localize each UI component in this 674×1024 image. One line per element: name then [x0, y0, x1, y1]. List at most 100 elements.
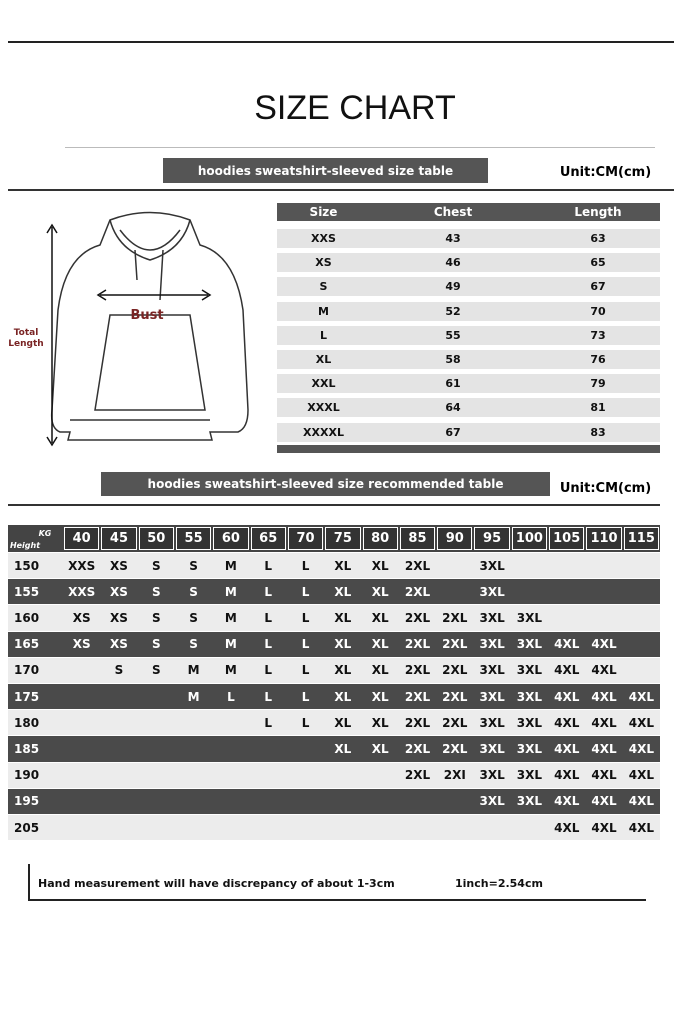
size-cell: S — [189, 637, 198, 652]
size-cell: 4XL — [591, 820, 617, 835]
size-cell: XXS — [68, 584, 96, 599]
size-cell: 3XL — [479, 794, 505, 809]
size-cell: 2XL — [404, 558, 431, 573]
size-cell: 2XL — [442, 637, 468, 652]
size-cell: XL — [371, 741, 389, 756]
table-cell: 58 — [445, 353, 461, 366]
size-cell: 3XL — [479, 715, 505, 730]
size-cell: XL — [371, 584, 389, 599]
height-cell: 195 — [14, 794, 40, 809]
size-cell: XL — [371, 558, 389, 573]
table-cell: XS — [315, 256, 332, 270]
size-cell: L — [264, 558, 273, 573]
size-cell: 2XI — [443, 768, 466, 783]
size-cell: M — [224, 558, 237, 573]
size-cell: 4XL — [628, 794, 654, 809]
table-row-bg — [277, 398, 660, 418]
size-cell: 3XL — [479, 689, 505, 704]
table-cell: XXXL — [307, 401, 340, 415]
weight-header: 50 — [138, 527, 174, 550]
height-cell: 185 — [14, 741, 40, 756]
size-cell: L — [301, 610, 310, 625]
size-cell: L — [264, 637, 273, 652]
size-cell: 2XL — [404, 741, 431, 756]
table-cell: 43 — [445, 232, 461, 245]
rule — [8, 41, 674, 43]
size-cell: 3XL — [516, 794, 543, 809]
weight-header: 60 — [213, 527, 249, 550]
height-cell: 155 — [14, 584, 40, 599]
size-cell: M — [187, 689, 200, 704]
footer-note: Hand measurement will have discrepancy o… — [38, 876, 395, 890]
rule — [28, 864, 30, 901]
table-cell: 73 — [590, 328, 606, 342]
size-cell: 2XL — [404, 663, 431, 678]
size-cell: S — [151, 610, 161, 625]
size-cell: 3XL — [516, 741, 543, 756]
size-cell: 4XL — [554, 715, 580, 730]
size-cell: 3XL — [516, 715, 543, 730]
size-cell: 4XL — [591, 794, 617, 809]
weight-header: 80 — [362, 527, 398, 550]
size-cell: 3XL — [516, 663, 543, 678]
height-cell: 165 — [14, 637, 40, 652]
title: SIZE CHART — [254, 88, 456, 127]
table-cell: 64 — [445, 401, 461, 415]
rule — [28, 899, 646, 901]
size-cell: 4XL — [591, 663, 617, 678]
size-cell: L — [301, 715, 310, 730]
size-cell: 4XL — [591, 741, 617, 756]
weight-header: 110 — [586, 527, 622, 550]
size-cell: 2XL — [404, 689, 431, 704]
size-cell: XS — [110, 637, 128, 652]
size-cell: 3XL — [479, 610, 505, 625]
size-cell: 4XL — [554, 741, 580, 756]
size-cell: S — [114, 663, 124, 678]
size-cell: XL — [334, 584, 352, 599]
size-cell: 4XL — [628, 715, 654, 730]
rule — [8, 189, 674, 191]
table-row-bg — [8, 788, 660, 814]
height-cell: 170 — [14, 663, 40, 678]
length-label: Total Length — [8, 328, 44, 349]
size-cell: 3XL — [516, 689, 543, 704]
table-header-bg — [277, 203, 660, 221]
table-row-bg — [8, 710, 660, 736]
size-cell: 4XL — [554, 768, 580, 783]
size-cell: L — [227, 689, 235, 704]
size-cell: 3XL — [479, 584, 505, 599]
bust-label: Bust — [130, 308, 163, 323]
size-cell: 4XL — [591, 768, 617, 783]
table-row-bg — [8, 736, 660, 762]
size-cell: L — [264, 584, 273, 599]
table-row-bg — [8, 579, 660, 605]
size-cell: 4XL — [591, 715, 617, 730]
table-footer-bar — [277, 445, 660, 453]
size-cell: 2XL — [404, 768, 431, 783]
size-cell: S — [151, 558, 161, 573]
size-cell: 3XL — [516, 637, 543, 652]
size-cell: 4XL — [628, 768, 654, 783]
table-row-bg — [277, 374, 660, 394]
size-cell: L — [301, 558, 310, 573]
weight-header: 85 — [399, 527, 436, 550]
size-cell: 3XL — [479, 768, 505, 783]
rule — [65, 147, 655, 148]
size-cell: 4XL — [628, 689, 654, 704]
size-cell: 4XL — [591, 689, 617, 704]
size-cell: XL — [371, 663, 389, 678]
size-cell: XL — [371, 637, 389, 652]
size-cell: XS — [110, 610, 128, 625]
size-cell: 4XL — [554, 637, 580, 652]
size-cell: XL — [371, 689, 389, 704]
table-cell: 81 — [590, 401, 606, 415]
weight-header: 65 — [250, 527, 286, 550]
size-cell: 3XL — [479, 637, 505, 652]
hoodie-illustration: Bust — [46, 211, 249, 447]
size-cell: S — [189, 584, 198, 599]
table-cell: 65 — [590, 256, 606, 270]
size-cell: 2XL — [442, 610, 468, 625]
table-row-bg — [8, 657, 660, 683]
size-cell: L — [264, 610, 273, 625]
